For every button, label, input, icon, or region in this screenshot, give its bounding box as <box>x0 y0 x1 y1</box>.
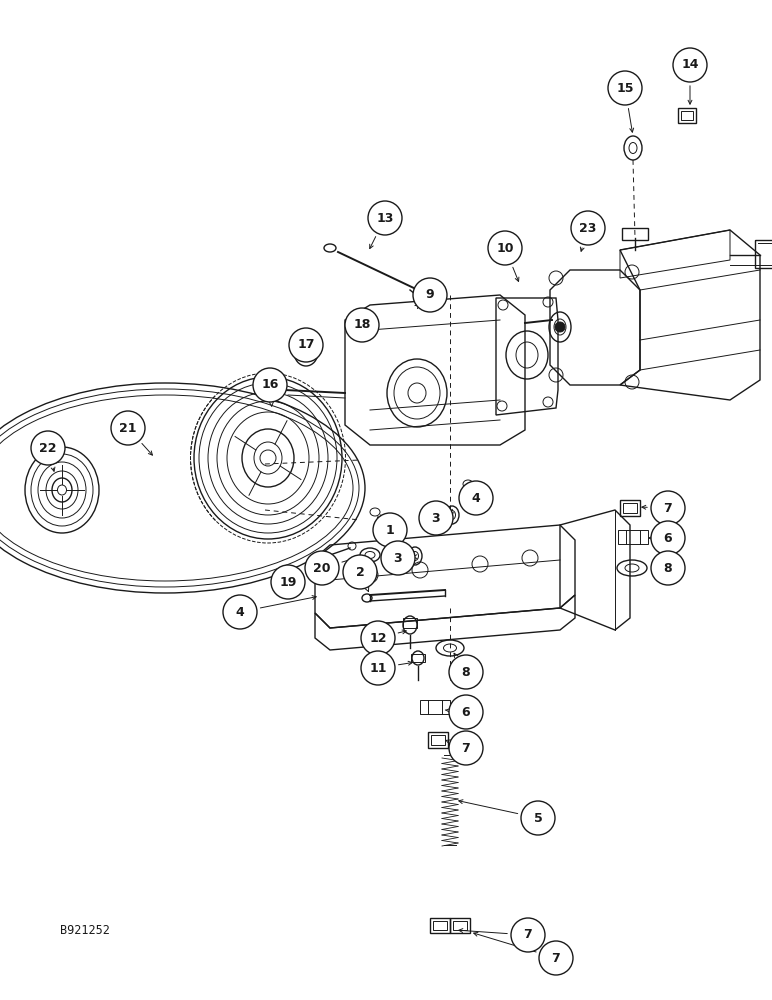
Circle shape <box>539 941 573 975</box>
Text: 17: 17 <box>297 338 315 352</box>
Circle shape <box>305 551 339 585</box>
Circle shape <box>223 595 257 629</box>
Text: 23: 23 <box>579 222 597 234</box>
Circle shape <box>449 731 483 765</box>
Text: B921252: B921252 <box>60 924 110 936</box>
Circle shape <box>651 521 685 555</box>
Circle shape <box>419 501 453 535</box>
Circle shape <box>368 201 402 235</box>
Text: 2: 2 <box>356 566 364 578</box>
Circle shape <box>373 513 407 547</box>
Text: 19: 19 <box>279 576 296 588</box>
Circle shape <box>651 551 685 585</box>
Text: 4: 4 <box>235 605 245 618</box>
Text: 3: 3 <box>394 552 402 564</box>
Text: 1: 1 <box>386 524 394 536</box>
Circle shape <box>571 211 605 245</box>
Text: 10: 10 <box>496 241 513 254</box>
Text: 8: 8 <box>664 562 672 574</box>
Circle shape <box>511 918 545 952</box>
Circle shape <box>673 48 707 82</box>
Text: 9: 9 <box>425 288 435 302</box>
Text: 18: 18 <box>354 318 371 332</box>
Text: 5: 5 <box>533 812 543 824</box>
Circle shape <box>651 491 685 525</box>
Text: 22: 22 <box>39 442 57 454</box>
Text: 7: 7 <box>462 742 470 754</box>
Circle shape <box>488 231 522 265</box>
Circle shape <box>361 651 395 685</box>
Text: 11: 11 <box>369 662 387 674</box>
Text: 3: 3 <box>432 512 440 524</box>
Circle shape <box>555 322 565 332</box>
Circle shape <box>449 695 483 729</box>
Bar <box>678 108 696 123</box>
Circle shape <box>345 308 379 342</box>
Circle shape <box>413 278 447 312</box>
Text: 7: 7 <box>523 928 533 942</box>
Circle shape <box>361 621 395 655</box>
Circle shape <box>111 411 145 445</box>
Circle shape <box>343 555 377 589</box>
Text: 14: 14 <box>681 58 699 72</box>
Bar <box>433 921 447 930</box>
Text: 15: 15 <box>616 82 634 95</box>
Bar <box>622 228 648 240</box>
Circle shape <box>459 481 493 515</box>
Bar <box>620 500 640 516</box>
Bar <box>403 618 417 628</box>
Text: 7: 7 <box>664 502 672 514</box>
Bar <box>411 654 425 662</box>
Bar <box>431 735 445 745</box>
Circle shape <box>253 368 287 402</box>
Circle shape <box>271 565 305 599</box>
Text: 4: 4 <box>472 491 480 504</box>
Text: 7: 7 <box>552 952 560 964</box>
Bar <box>428 732 448 748</box>
Bar <box>755 240 772 268</box>
Bar <box>681 111 693 120</box>
Circle shape <box>31 431 65 465</box>
Circle shape <box>608 71 642 105</box>
Circle shape <box>521 801 555 835</box>
Bar <box>450 918 470 933</box>
Text: 6: 6 <box>462 706 470 718</box>
Bar <box>430 918 450 933</box>
Bar <box>623 503 637 513</box>
Text: 20: 20 <box>313 562 330 574</box>
Text: 6: 6 <box>664 532 672 544</box>
Circle shape <box>289 328 323 362</box>
Text: 21: 21 <box>119 422 137 434</box>
Text: 16: 16 <box>261 378 279 391</box>
Bar <box>453 921 467 930</box>
Circle shape <box>449 655 483 689</box>
Circle shape <box>381 541 415 575</box>
Text: 8: 8 <box>462 666 470 678</box>
Text: 13: 13 <box>376 212 394 225</box>
Text: 12: 12 <box>369 632 387 645</box>
